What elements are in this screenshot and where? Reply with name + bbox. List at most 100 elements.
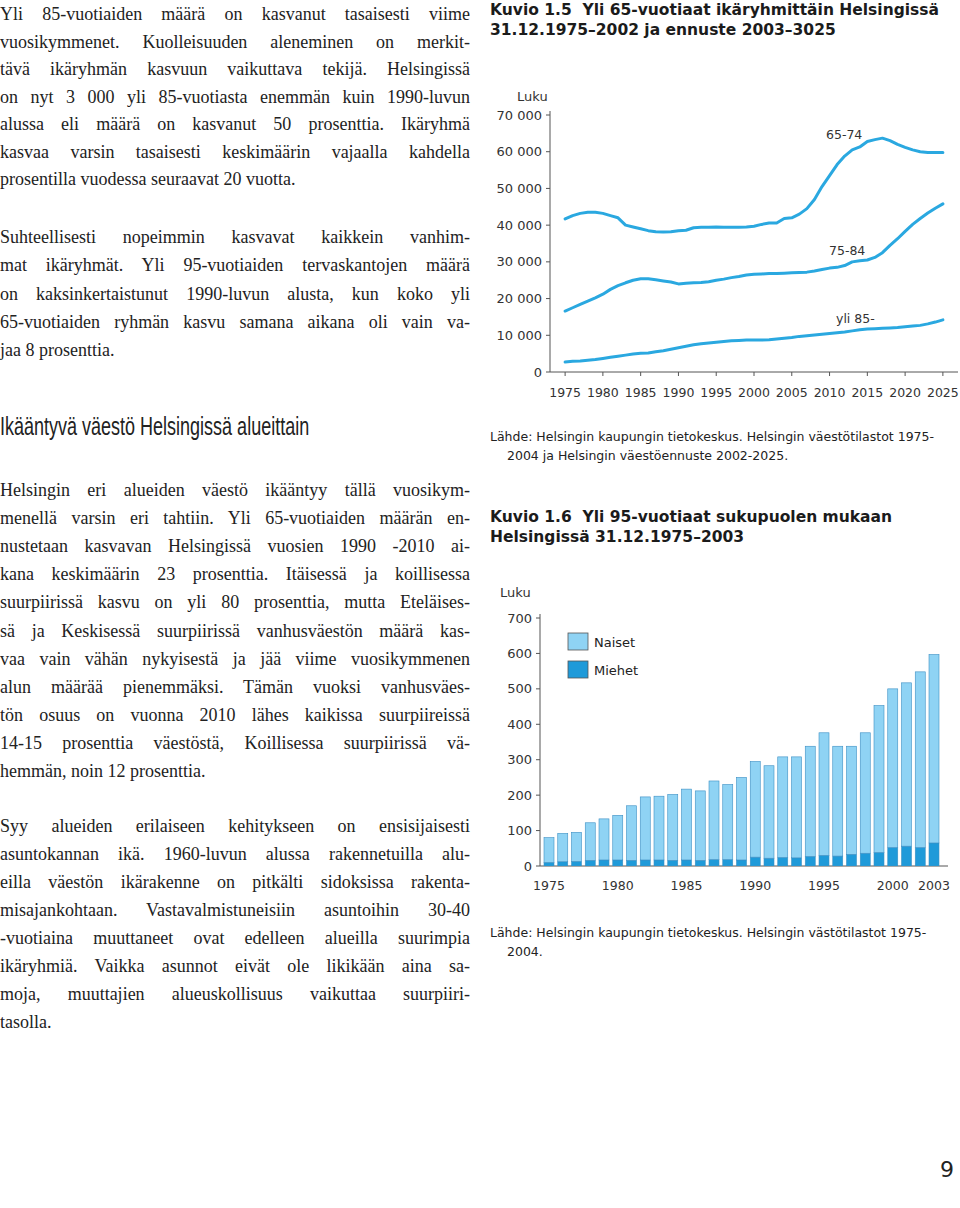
y-tick-label: 600: [507, 646, 532, 661]
text-line: 14-15 prosenttia väestöstä, Koillisessa …: [0, 732, 470, 754]
x-tick: [716, 372, 717, 376]
y-tick: [546, 261, 550, 262]
x-tick: [905, 372, 906, 376]
bar: [792, 858, 802, 866]
bar: [778, 857, 788, 866]
bar: [888, 689, 898, 848]
y-axis: [550, 111, 551, 372]
text-line: Syy alueiden erilaiseen kehitykseen on e…: [0, 815, 470, 837]
x-tick: [754, 372, 755, 376]
text-line: nustetaan kasvavan Helsingissä vuosien 1…: [0, 535, 470, 557]
y-tick-label: 0: [534, 365, 542, 380]
text-line: Suhteellisesti nopeimmin kasvavat kaikke…: [0, 226, 470, 248]
y-axis-label: Luku: [500, 585, 531, 600]
bar: [640, 860, 650, 866]
bar: [819, 855, 829, 866]
bar: [805, 746, 815, 856]
bar: [585, 860, 595, 866]
bar: [874, 853, 884, 866]
y-tick-label: 70 000: [497, 108, 543, 123]
y-tick-label: 40 000: [497, 218, 543, 233]
bar: [929, 654, 939, 842]
bar: [627, 860, 637, 866]
x-tick-label: 2010: [814, 385, 846, 400]
plot-area: [544, 654, 939, 866]
bar: [613, 815, 623, 860]
y-axis-label: Luku: [517, 89, 548, 104]
bar: [682, 789, 692, 860]
bar: [640, 797, 650, 860]
y-tick: [536, 795, 540, 796]
bar: [792, 757, 802, 858]
bar: [833, 856, 843, 866]
bar: [737, 777, 747, 860]
y-tick: [536, 653, 540, 654]
text-line: kasvaa varsin tasaisesti keskimäärin vaj…: [0, 141, 470, 163]
chart-source: Lähde: Helsingin kaupungin tietokeskus. …: [490, 427, 960, 465]
y-tick: [536, 618, 540, 619]
bar: [902, 846, 912, 866]
bar: [585, 823, 595, 861]
series-label: 75-84: [829, 243, 865, 258]
chart-title: Kuvio 1.6 Yli 95-vuotiaat sukupuolen muk…: [490, 507, 955, 547]
chart-1: Luku010 00020 00030 00040 00050 00060 00…: [497, 89, 959, 400]
x-tick-label: 2025: [927, 385, 959, 400]
text-line: misajankohtaan. Vastavalmistuneisiin asu…: [0, 899, 470, 921]
bar: [558, 833, 568, 861]
text-line: mat ikäryhmät. Yli 95-vuotiaiden tervask…: [0, 254, 470, 276]
bar: [654, 796, 664, 860]
x-tick-label: 1990: [663, 385, 695, 400]
text-line: eilla väestön ikärakenne on pitkälti sid…: [0, 871, 470, 893]
bar: [695, 791, 705, 860]
bar: [572, 861, 582, 866]
bar: [709, 781, 719, 860]
page: {"text": {"intro": [["Yli 85-vuotiaiden …: [0, 0, 960, 1208]
charts-canvas: Luku010 00020 00030 00040 00050 00060 00…: [0, 0, 960, 1208]
y-axis: [540, 614, 541, 866]
text-line: vuosikymmenet. Kuolleisuuden aleneminen …: [0, 31, 470, 53]
text-line: sä ja Keskisessä suurpiirissä vanhusväes…: [0, 620, 470, 642]
y-tick: [546, 151, 550, 152]
y-tick-label: 60 000: [497, 144, 543, 159]
bar: [558, 862, 568, 866]
bar: [709, 860, 719, 866]
bar: [723, 785, 733, 860]
text-line: alussa eli määrä on kasvanut 50 prosentt…: [0, 113, 470, 135]
y-tick: [546, 225, 550, 226]
bar: [599, 819, 609, 860]
y-tick: [546, 372, 550, 373]
page-number: 9: [940, 1157, 954, 1182]
series-label: yli 85-: [836, 311, 875, 326]
x-tick: [565, 372, 566, 376]
text-line: on kaksinkertaistunut 1990-luvun alusta,…: [0, 283, 470, 305]
bar: [654, 860, 664, 866]
text-line: tävä ikäryhmän kasvuun vaikuttava tekijä…: [0, 58, 470, 80]
text-line: menellä varsin eri tahtiin. Yli 65-vuoti…: [0, 507, 470, 529]
text-line: ikäryhmiä. Vaikka asunnot eivät ole liki…: [0, 955, 470, 977]
legend: NaisetMiehet: [568, 633, 638, 678]
bar: [750, 761, 760, 857]
x-tick-label: 1990: [739, 878, 771, 893]
text-line: on nyt 3 000 yli 85-vuotiasta enemmän ku…: [0, 86, 470, 108]
text-line: Helsingin eri alueiden väestö ikääntyy t…: [0, 479, 470, 501]
text-line: jaa 8 prosenttia.: [0, 339, 470, 361]
x-tick-label: 1995: [700, 385, 732, 400]
bar: [613, 860, 623, 866]
y-tick-label: 500: [507, 681, 532, 696]
chart-2: Luku010020030040050060070019751980198519…: [500, 585, 950, 893]
y-tick-label: 30 000: [497, 254, 543, 269]
y-tick: [546, 335, 550, 336]
bar: [929, 843, 939, 866]
x-tick-label: 2000: [877, 878, 909, 893]
y-tick-label: 10 000: [497, 328, 543, 343]
x-tick-label: 1995: [808, 878, 840, 893]
text-line: suurpiirissä kasvu on yli 80 prosenttia,…: [0, 591, 470, 613]
y-tick: [546, 298, 550, 299]
bar: [737, 860, 747, 866]
y-tick: [536, 866, 540, 867]
series-line: [565, 138, 943, 232]
x-tick-label: 1985: [671, 878, 703, 893]
x-tick: [829, 372, 830, 376]
y-tick: [546, 115, 550, 116]
x-tick: [942, 372, 943, 376]
